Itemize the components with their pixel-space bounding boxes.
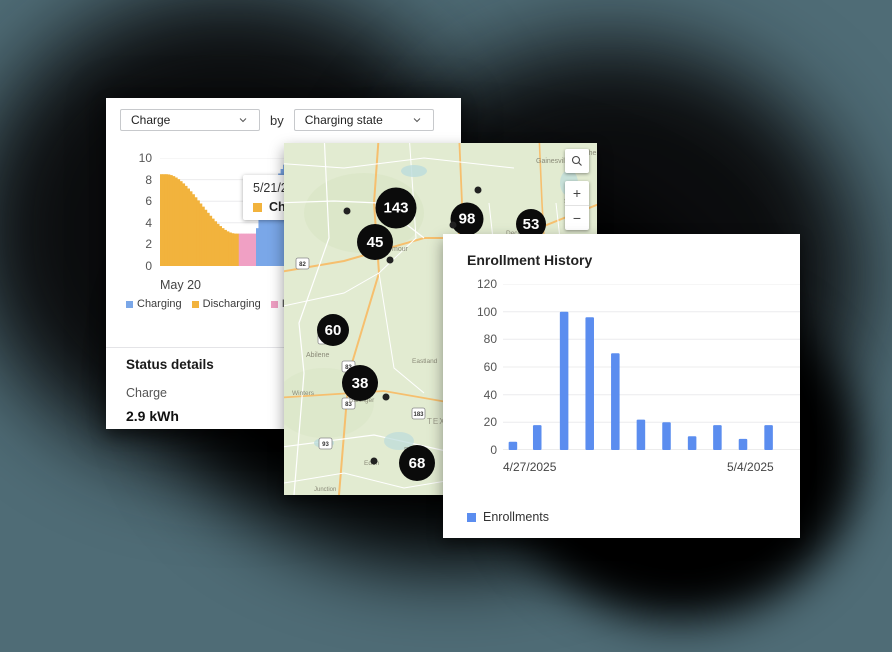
- svg-text:Winters: Winters: [292, 390, 315, 397]
- svg-text:183: 183: [413, 412, 424, 418]
- svg-text:Junction: Junction: [314, 487, 336, 493]
- svg-text:82: 82: [299, 262, 306, 268]
- svg-text:Abilene: Abilene: [306, 352, 329, 359]
- svg-text:Eastland: Eastland: [412, 358, 438, 365]
- svg-text:93: 93: [322, 442, 329, 448]
